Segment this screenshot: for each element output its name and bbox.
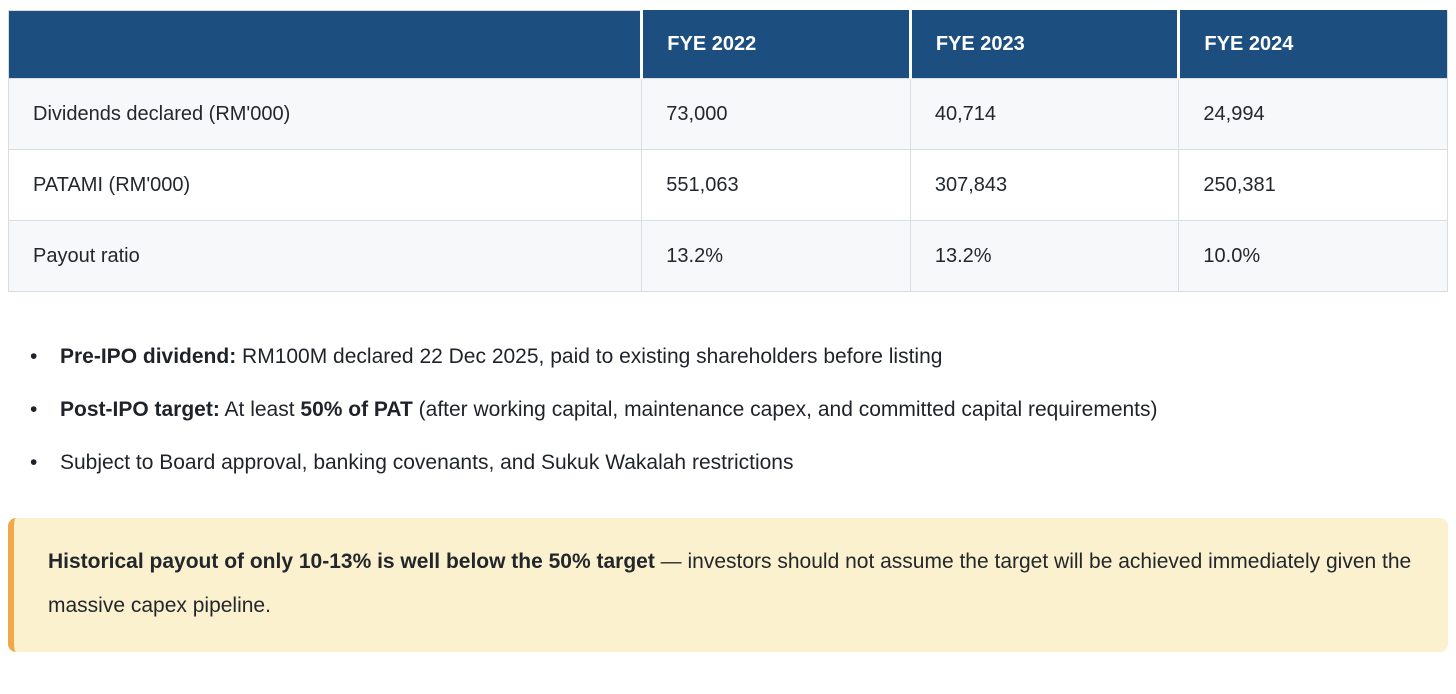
bullet-bold-text: Pre-IPO dividend:: [60, 345, 237, 368]
table-row-patami: PATAMI (RM'000) 551,063 307,843 250,381: [7, 149, 1448, 221]
cell-value: 551,063: [641, 149, 911, 221]
cell-value: 307,843: [909, 149, 1180, 221]
bullet-icon: •: [30, 398, 38, 421]
cell-value: 13.2%: [909, 220, 1180, 292]
cell-value: 13.2%: [641, 220, 911, 292]
callout-bold-text: Historical payout of only 10-13% is well…: [48, 550, 655, 573]
bullet-text: Subject to Board approval, banking coven…: [60, 451, 794, 474]
col-header-blank: [7, 10, 644, 79]
col-header-fye-2022: FYE 2022: [641, 10, 912, 79]
cell-value: 250,381: [1178, 149, 1448, 221]
cell-value: 73,000: [641, 78, 911, 150]
cell-value: 40,714: [909, 78, 1180, 150]
bullet-bold-text: Post-IPO target:: [60, 398, 220, 421]
bullet-item-restrictions: • Subject to Board approval, banking cov…: [28, 440, 1438, 486]
col-header-fye-2024: FYE 2024: [1178, 10, 1448, 79]
col-header-fye-2023: FYE 2023: [909, 10, 1181, 79]
bullet-icon: •: [30, 345, 38, 368]
callout-text: — investors should not assume the target…: [48, 550, 1412, 617]
bullet-item-pre-ipo: • Pre-IPO dividend: RM100M declared 22 D…: [28, 334, 1438, 380]
bullet-text: RM100M declared 22 Dec 2025, paid to exi…: [236, 345, 943, 368]
bullet-item-post-ipo: • Post-IPO target: At least 50% of PAT (…: [28, 387, 1438, 433]
bullet-bold-text: 50% of PAT: [300, 398, 413, 421]
bullet-text: (after working capital, maintenance cape…: [412, 398, 1158, 421]
dividend-history-table: FYE 2022 FYE 2023 FYE 2024 Dividends dec…: [7, 10, 1448, 292]
row-label: Dividends declared (RM'000): [7, 78, 643, 150]
table-row-dividends-declared: Dividends declared (RM'000) 73,000 40,71…: [7, 78, 1448, 150]
row-label: PATAMI (RM'000): [7, 149, 643, 221]
warning-callout: Historical payout of only 10-13% is well…: [8, 518, 1448, 652]
dividend-notes-list: • Pre-IPO dividend: RM100M declared 22 D…: [8, 334, 1448, 486]
row-label: Payout ratio: [7, 220, 643, 292]
table-header-row: FYE 2022 FYE 2023 FYE 2024: [7, 10, 1448, 79]
bullet-text: At least: [219, 398, 301, 421]
bullet-icon: •: [30, 451, 38, 474]
table-row-payout-ratio: Payout ratio 13.2% 13.2% 10.0%: [7, 220, 1448, 292]
cell-value: 24,994: [1178, 78, 1448, 150]
cell-value: 10.0%: [1178, 220, 1448, 292]
